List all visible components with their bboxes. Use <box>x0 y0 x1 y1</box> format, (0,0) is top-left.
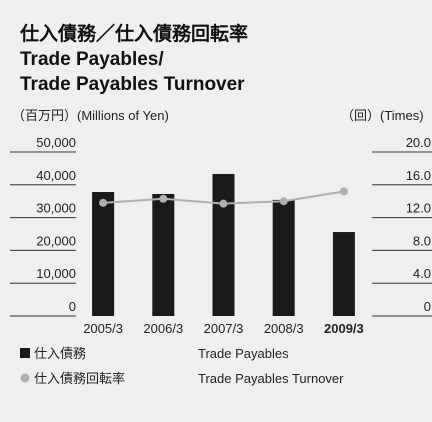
y-tick-label: 50,000 <box>36 135 76 150</box>
legend-label: 仕入債務回転率 <box>34 371 125 386</box>
bar <box>332 232 355 316</box>
y2-tick-label: 16.0 <box>406 168 431 183</box>
legend-label: 仕入債務 <box>34 346 86 361</box>
y2-tick-label: 12.0 <box>406 201 431 216</box>
y-tick-label: 0 <box>69 299 76 314</box>
y2-tick-label: 8.0 <box>413 233 431 248</box>
x-tick-label: 2005/3 <box>83 321 123 336</box>
y2-tick-label: 20.0 <box>406 135 431 150</box>
chart-title: Trade Payables/ <box>20 49 164 70</box>
x-tick-label: 2009/3 <box>324 321 364 336</box>
y-tick-label: 30,000 <box>36 201 76 216</box>
y2-tick-label: 4.0 <box>413 266 431 281</box>
chart-title: Trade Payables Turnover <box>20 74 245 95</box>
y-axis-label: （百万円）(Millions of Yen) <box>12 108 169 123</box>
line-marker <box>159 194 168 203</box>
legend-marker <box>20 373 30 383</box>
line-marker <box>219 199 228 208</box>
bar <box>212 173 235 316</box>
x-tick-label: 2007/3 <box>204 321 244 336</box>
line-marker <box>99 198 108 207</box>
legend-label: Trade Payables <box>198 346 289 361</box>
legend-marker <box>20 348 30 358</box>
legend-label: Trade Payables Turnover <box>198 371 344 386</box>
line-marker <box>339 187 348 196</box>
bar <box>272 199 295 316</box>
x-tick-label: 2008/3 <box>264 321 304 336</box>
bar <box>152 193 175 316</box>
y2-tick-label: 0 <box>424 299 431 314</box>
y-tick-label: 10,000 <box>36 266 76 281</box>
y2-axis-label: （回）(Times) <box>341 108 424 123</box>
y-tick-label: 40,000 <box>36 168 76 183</box>
chart-title: 仕入債務／仕入債務回転率 <box>19 22 248 45</box>
line-marker <box>279 197 288 206</box>
x-tick-label: 2006/3 <box>143 321 183 336</box>
bar <box>92 192 115 316</box>
y-tick-label: 20,000 <box>36 233 76 248</box>
